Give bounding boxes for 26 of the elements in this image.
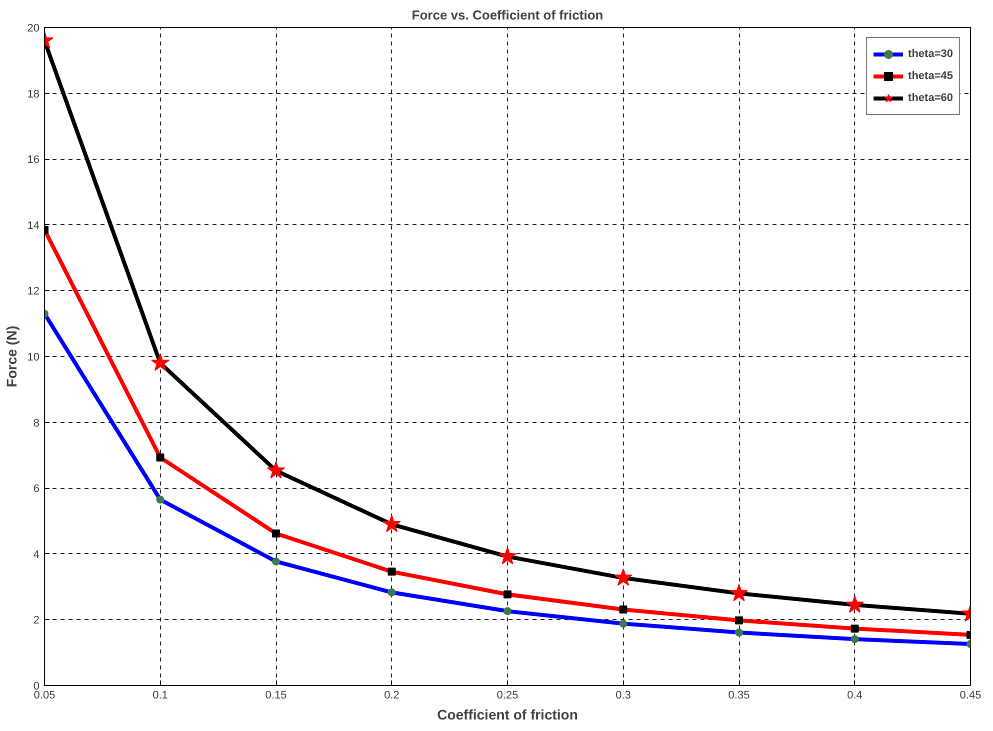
y-tick-label: 0 bbox=[33, 680, 40, 692]
y-tick-label: 8 bbox=[33, 417, 40, 430]
y-tick-label: 14 bbox=[27, 220, 40, 232]
legend-label: theta=30 bbox=[908, 48, 953, 60]
x-tick-label: 0.35 bbox=[728, 690, 750, 702]
y-tick-label: 10 bbox=[27, 352, 40, 364]
x-tick-label: 0.45 bbox=[960, 690, 982, 702]
y-tick-label: 12 bbox=[27, 286, 40, 298]
x-tick-label: 0.4 bbox=[847, 690, 862, 702]
legend-label: theta=60 bbox=[908, 92, 953, 104]
y-tick-label: 2 bbox=[33, 614, 40, 627]
x-tick-label: 0.05 bbox=[34, 690, 56, 702]
y-tick-label: 16 bbox=[27, 154, 40, 166]
y-tick-label: 6 bbox=[33, 483, 40, 496]
y-tick-label: 20 bbox=[27, 22, 40, 34]
y-tick-label: 18 bbox=[27, 88, 40, 100]
x-tick-label: 0.3 bbox=[616, 690, 631, 702]
x-tick-label: 0.1 bbox=[152, 690, 168, 702]
legend-label: theta=45 bbox=[908, 70, 953, 82]
x-axis-title: Coefficient of friction bbox=[437, 706, 578, 722]
y-axis-title: Force (N) bbox=[3, 326, 20, 388]
x-tick-label: 0.15 bbox=[265, 690, 287, 702]
y-tick-label: 4 bbox=[33, 548, 40, 561]
x-tick-label: 0.2 bbox=[384, 690, 400, 702]
x-tick-label: 0.25 bbox=[496, 690, 518, 702]
chart-title: Force vs. Coefficient of friction bbox=[412, 8, 604, 22]
